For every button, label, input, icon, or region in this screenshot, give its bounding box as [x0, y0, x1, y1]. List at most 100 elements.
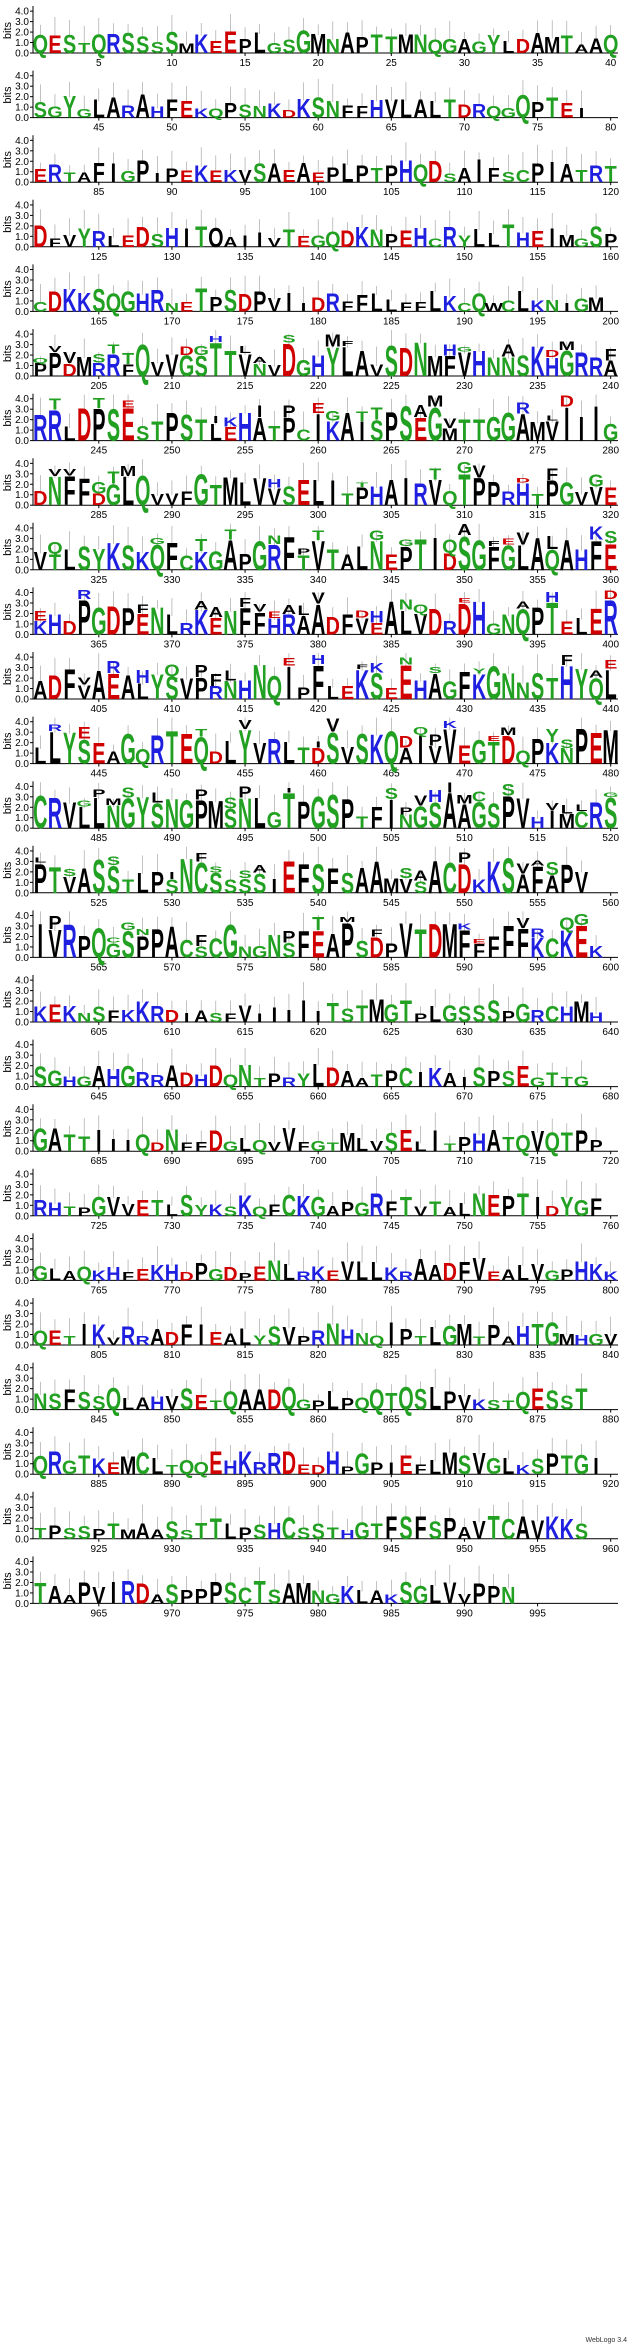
logo-letter: G	[544, 1267, 559, 1284]
y-tick-label: 2.0	[15, 92, 29, 103]
logo-letter: N	[223, 604, 237, 642]
logo-letter: T	[254, 1077, 266, 1090]
x-tick-label: 395	[529, 639, 546, 650]
logo-letter: S	[253, 158, 266, 189]
logo-letter: L	[356, 1587, 368, 1609]
logo-letter: A	[443, 1070, 457, 1092]
x-tick-label: 860	[310, 1415, 327, 1426]
x-tick-label: 305	[383, 510, 400, 521]
logo-letter: S	[195, 943, 208, 961]
x-tick-label: 445	[90, 769, 107, 780]
logo-letter: R	[443, 222, 457, 253]
y-tick-label: 4.0	[15, 1363, 29, 1374]
logo-letter: L	[122, 1395, 134, 1413]
logo-letter: E	[575, 917, 588, 967]
y-tick-label: 4.0	[15, 1234, 29, 1245]
logo-letter: T	[210, 1513, 222, 1546]
logo-letter: A	[48, 1581, 62, 1609]
logo-letter: P	[268, 1071, 281, 1091]
logo-letter: A	[560, 533, 574, 581]
x-tick-label: 505	[383, 833, 400, 844]
logo-letter: F	[415, 299, 427, 314]
logo-letter: L	[473, 223, 485, 252]
logo-letter: T	[78, 1133, 91, 1157]
logo-letter: F	[64, 1385, 76, 1416]
logo-letter: V	[355, 613, 369, 640]
logo-letter: E	[180, 96, 193, 123]
logo-letter: A	[501, 341, 515, 361]
logo-letter: S	[78, 1387, 91, 1415]
logo-letter: A	[340, 404, 354, 450]
logo-letter: L	[400, 94, 412, 123]
x-tick-label: 595	[529, 962, 546, 973]
x-tick-label: 55	[240, 123, 252, 134]
logo-letter: E	[34, 609, 47, 624]
x-tick-label: 710	[456, 1156, 473, 1167]
logo-letter: G	[252, 942, 267, 961]
logo-letter: A	[501, 1335, 516, 1348]
logo-letter: C	[501, 1514, 516, 1545]
logo-letter: Y	[458, 232, 471, 250]
logo-letter: T	[63, 1334, 75, 1349]
logo-letter: K	[92, 1319, 106, 1352]
logo-letter: L	[298, 602, 310, 618]
logo-letter: A	[223, 531, 237, 578]
logo-letter: Y	[238, 721, 251, 775]
logo-letter: N	[399, 596, 413, 613]
x-tick-label: 315	[529, 510, 546, 521]
logo-letter: I	[111, 1135, 117, 1155]
logo-letter: F	[400, 300, 412, 315]
logo-letter: L	[429, 1002, 441, 1028]
logo-letter: V	[48, 345, 62, 355]
logo-letter: D	[106, 598, 120, 644]
logo-letter: A	[487, 1125, 501, 1158]
y-tick-label: 3.0	[15, 663, 29, 674]
x-tick-label: 225	[383, 381, 400, 392]
y-tick-label: 0.0	[15, 1018, 29, 1029]
logo-letter: N	[179, 848, 193, 903]
logo-letter: E	[282, 166, 295, 185]
logo-letter: H	[194, 1071, 208, 1091]
logo-letter: V	[282, 1121, 295, 1159]
y-tick-label: 4.0	[15, 459, 29, 470]
logo-letter: K	[121, 1006, 136, 1026]
y-tick-label: 3.0	[15, 534, 29, 545]
logo-letter: I	[81, 1319, 87, 1352]
weblogo-credit: WebLogo 3.4	[585, 2337, 627, 2344]
logo-letter: Q	[135, 1129, 150, 1156]
logo-letter: F	[268, 1200, 280, 1219]
logo-letter: T	[356, 408, 369, 424]
logo-letter: D	[457, 596, 471, 645]
x-tick-label: 855	[237, 1415, 254, 1426]
logo-letter: A	[296, 158, 310, 189]
x-tick-label: 900	[310, 1479, 327, 1490]
logo-letter: R	[589, 352, 603, 381]
x-tick-label: 65	[386, 123, 398, 134]
logo-letter: S	[107, 855, 120, 868]
logo-letter: S	[487, 1397, 500, 1413]
logo-letter: S	[165, 876, 178, 898]
logo-letter: Y	[78, 223, 91, 254]
logo-letter: V	[63, 796, 76, 837]
x-tick-label: 995	[529, 1608, 546, 1619]
x-tick-label: 100	[310, 187, 327, 198]
y-axis-label: bits	[2, 344, 14, 362]
x-tick-label: 95	[240, 187, 252, 198]
logo-letter: S	[78, 539, 91, 577]
logo-letter: I	[579, 410, 585, 448]
logo-letter: E	[472, 938, 485, 945]
logo-letter: E	[341, 684, 354, 704]
logo-letter: Q	[559, 914, 574, 934]
y-axis-label: bits	[2, 797, 14, 815]
x-tick-label: 230	[456, 381, 473, 392]
x-tick-label: 170	[164, 316, 181, 327]
logo-letter: P	[78, 1577, 91, 1610]
logo-letter: E	[180, 726, 193, 773]
logo-letter: N	[311, 1588, 325, 1608]
logo-letter: E	[224, 24, 237, 60]
logo-letter: E	[487, 735, 500, 744]
y-axis-label: bits	[2, 926, 14, 944]
logo-letter: K	[136, 546, 151, 575]
x-tick-label: 610	[164, 1027, 181, 1038]
